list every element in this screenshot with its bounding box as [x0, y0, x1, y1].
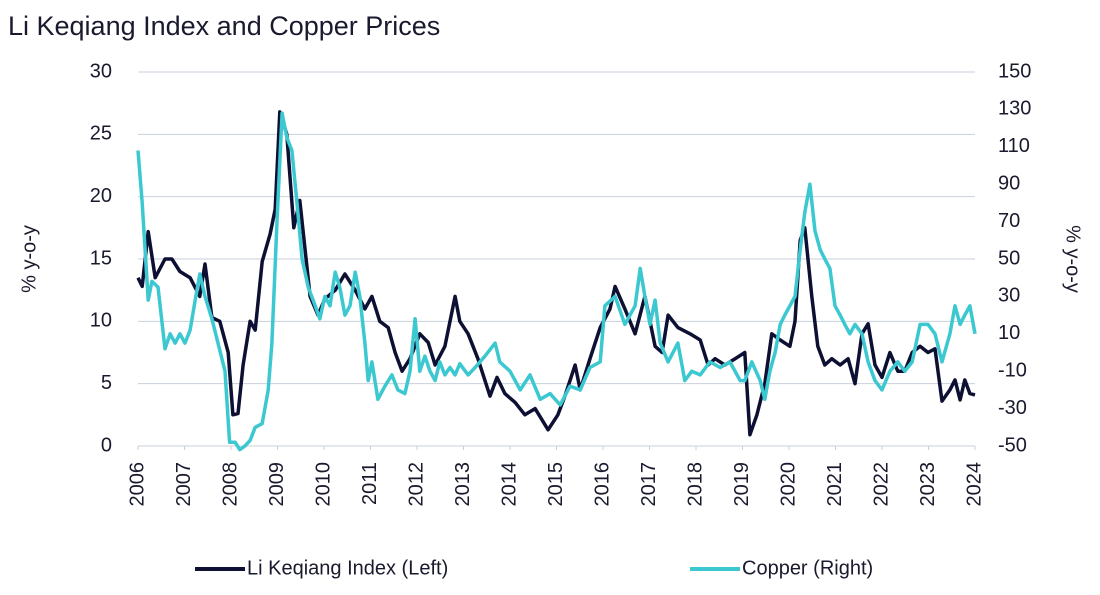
y2-tick-label: 50 [998, 247, 1020, 269]
y2-tick-label: 90 [998, 172, 1020, 194]
y2-axis-label: % y-o-y [1062, 225, 1084, 293]
x-tick-label: 2007 [173, 462, 195, 507]
x-tick-label: 2009 [266, 462, 288, 507]
chart-title: Li Keqiang Index and Copper Prices [8, 11, 440, 41]
x-tick-label: 2011 [359, 462, 381, 505]
x-tick-label: 2015 [545, 462, 567, 507]
x-tick-label: 2006 [126, 462, 148, 507]
x-tick-label: 2023 [917, 462, 939, 507]
x-tick-label: 2019 [731, 462, 753, 507]
y-tick-label: 5 [101, 372, 112, 394]
series-line [136, 111, 977, 452]
x-tick-label: 2022 [870, 462, 892, 507]
y2-tick-label: -10 [998, 359, 1027, 381]
y-tick-label: 25 [90, 123, 112, 145]
x-tick-label: 2012 [405, 462, 427, 507]
y2-tick-label: 130 [998, 98, 1031, 120]
y2-tick-label: 10 [998, 322, 1020, 344]
y-axis-label: % y-o-y [18, 225, 40, 293]
y2-tick-label: -50 [998, 434, 1027, 456]
x-tick-label: 2016 [591, 462, 613, 507]
x-tick-label: 2021 [824, 462, 846, 507]
series-line [136, 110, 976, 437]
x-tick-label: 2024 [963, 462, 985, 507]
legend-label: Li Keqiang Index (Left) [247, 557, 448, 579]
x-tick-label: 2008 [219, 462, 241, 507]
legend-label: Copper (Right) [742, 557, 873, 579]
y-tick-label: 30 [90, 60, 112, 82]
x-tick-label: 2018 [684, 462, 706, 507]
x-tick-label: 2014 [498, 462, 520, 507]
y-tick-label: 10 [90, 310, 112, 332]
y2-tick-label: 30 [998, 285, 1020, 307]
y2-tick-label: 110 [998, 135, 1030, 157]
y-tick-label: 0 [101, 434, 112, 456]
y-tick-label: 20 [90, 185, 112, 207]
x-tick-label: 2010 [312, 462, 334, 507]
y-tick-label: 15 [90, 247, 112, 269]
y2-tick-label: -30 [998, 397, 1027, 419]
y2-tick-label: 70 [998, 210, 1020, 232]
x-tick-label: 2017 [638, 462, 660, 507]
y2-tick-label: 150 [998, 60, 1031, 82]
x-tick-label: 2013 [452, 462, 474, 507]
x-tick-label: 2020 [777, 462, 799, 507]
